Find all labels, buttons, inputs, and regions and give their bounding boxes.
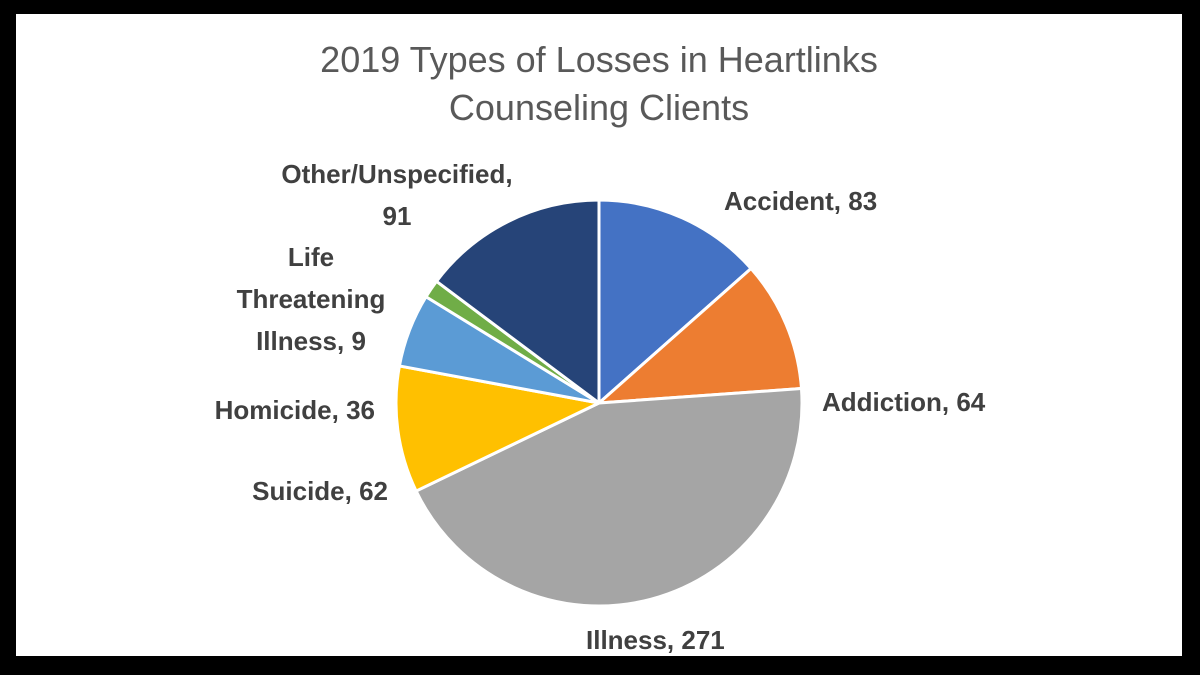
pie-data-label-5-line-2: Illness, 9 [256, 326, 366, 356]
pie-labels: Accident, 83 Addiction, 64 Illness, 271 Sui… [215, 159, 986, 655]
pie-slice-0 [597, 198, 753, 405]
chart-title-line-1: 2019 Types of Losses in Heartlinks [320, 39, 878, 80]
pie-data-label-4-line-0: Homicide, 36 [215, 395, 375, 425]
pie-slice-6 [434, 198, 601, 405]
pie-slice-3 [394, 364, 601, 493]
pie-data-label-6: Other/Unspecified, 91 [281, 159, 512, 231]
pie-data-label-5-line-0: Life [288, 242, 334, 272]
pie-data-label-5: Life Threatening Illness, 9 [237, 242, 386, 356]
pie-data-label-2: Illness, 271 [586, 625, 725, 655]
chart-title-line-2: Counseling Clients [448, 87, 750, 128]
pie-data-label-2-line-0: Illness, 271 [586, 625, 725, 655]
pie-data-label-6-line-1: 91 [383, 201, 412, 231]
pie-data-label-3-line-0: Suicide, 62 [252, 476, 388, 506]
pie-data-label-5-line-1: Threatening [237, 284, 386, 314]
pie-slices [394, 198, 804, 608]
pie-data-label-0: Accident, 83 [724, 186, 877, 216]
pie-data-label-1-line-0: Addiction, 64 [822, 387, 986, 417]
pie-data-label-3: Suicide, 62 [252, 476, 388, 506]
chart-frame: 2019 Types of Losses in Heartlinks Couns… [16, 14, 1182, 656]
pie-data-label-0-line-0: Accident, 83 [724, 186, 877, 216]
pie-chart: Accident, 83 Addiction, 64 Illness, 271 Sui… [215, 159, 986, 655]
pie-slice-1 [597, 267, 803, 405]
chart-title: 2019 Types of Losses in Heartlinks Couns… [16, 36, 1182, 132]
pie-data-label-6-line-0: Other/Unspecified, [281, 159, 512, 189]
pie-data-label-1: Addiction, 64 [822, 387, 986, 417]
pie-data-label-4: Homicide, 36 [215, 395, 375, 425]
pie-slice-2 [414, 387, 804, 608]
